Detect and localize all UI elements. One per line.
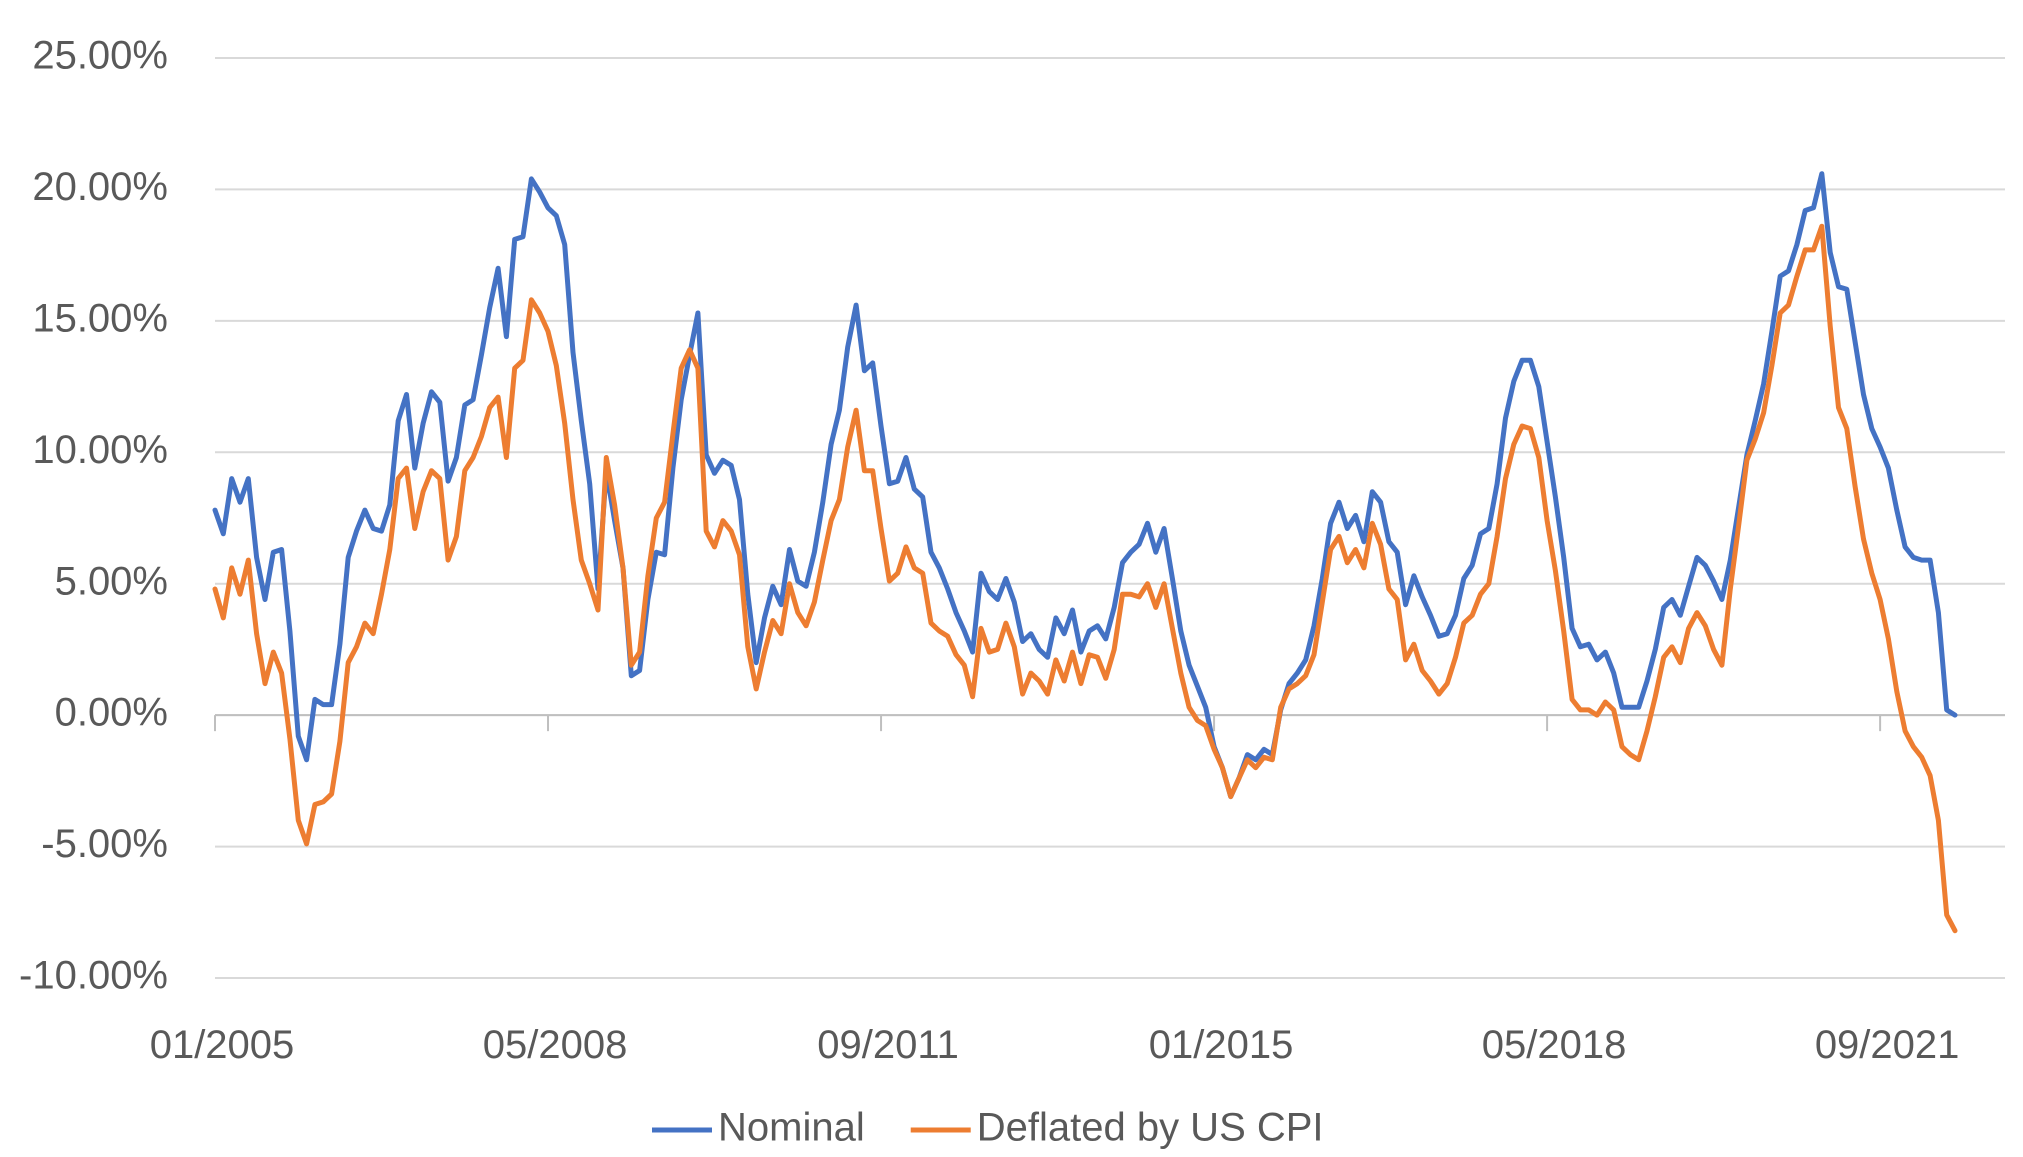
y-axis-tick-labels: -10.00% -5.00% 0.00% 5.00% 10.00% 15.00% 20.00… [19, 34, 168, 998]
series-line-nominal [212, 171, 1958, 800]
x-tick-label: 05/2008 [483, 1023, 628, 1067]
y-tick-label: 25.00% [32, 34, 168, 78]
legend-label: Nominal [718, 1106, 865, 1150]
y-tick-label: -5.00% [41, 822, 168, 866]
legend-label: Deflated by US CPI [977, 1106, 1324, 1150]
y-tick-label: 0.00% [55, 691, 168, 735]
series-lines [212, 171, 1958, 934]
x-tick-label: 01/2015 [1149, 1023, 1294, 1067]
y-tick-label: 15.00% [32, 296, 168, 340]
y-tick-label: 20.00% [32, 165, 168, 209]
x-tick-label: 05/2018 [1482, 1023, 1627, 1067]
x-axis [214, 714, 2005, 732]
x-tick-label: 01/2005 [150, 1023, 295, 1067]
series-line-deflated [212, 223, 1958, 934]
x-tick-label: 09/2021 [1815, 1023, 1960, 1067]
y-tick-label: 10.00% [32, 428, 168, 472]
x-tick-label: 09/2011 [817, 1023, 959, 1067]
y-tick-label: 5.00% [55, 559, 168, 603]
y-tick-label: -10.00% [19, 954, 168, 998]
x-axis-tick-labels: 01/2005 05/2008 09/2011 01/2015 05/2018 09/20… [150, 1023, 1960, 1067]
legend: Nominal Deflated by US CPI [652, 1106, 1324, 1150]
